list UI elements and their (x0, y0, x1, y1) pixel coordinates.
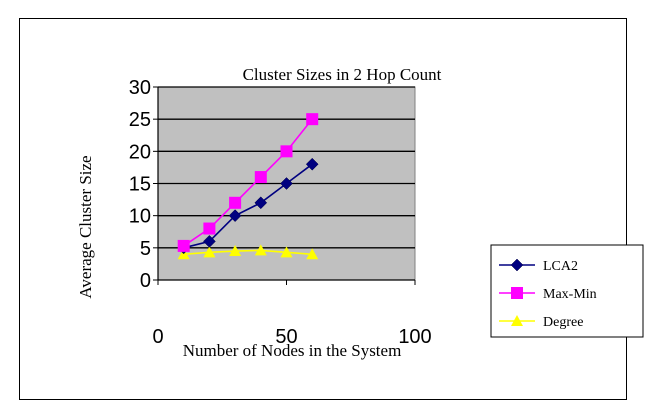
legend-item: LCA2 (499, 258, 578, 274)
data-point (280, 145, 293, 158)
data-point (203, 235, 216, 248)
y-tick-label: 15 (129, 174, 151, 196)
legend-label: LCA2 (543, 259, 578, 274)
legend-marker (510, 258, 524, 272)
y-tick-label: 30 (129, 77, 151, 99)
chart-title: Cluster Sizes in 2 Hop Count (243, 65, 442, 84)
series-line (183, 249, 313, 256)
data-point (254, 244, 267, 256)
data-point (229, 245, 242, 257)
legend-label: Max-Min (543, 287, 597, 302)
data-point (203, 222, 216, 235)
legend-marker (511, 287, 523, 299)
y-axis-label: Average Cluster Size (76, 155, 95, 298)
data-point (306, 113, 319, 126)
y-tick-label: 0 (140, 270, 151, 292)
data-point (280, 246, 293, 258)
x-tick-labels: 0 50 100 (152, 326, 431, 348)
data-point (228, 209, 242, 223)
legend-label: Degree (543, 315, 583, 330)
series-degree (177, 244, 319, 260)
y-tick-label: 25 (129, 109, 151, 131)
y-tick-labels: 0 5 10 15 20 25 30 (129, 77, 151, 292)
axes (153, 86, 416, 285)
series-layer (177, 113, 319, 260)
series-max-min (177, 113, 319, 252)
y-tick-label: 10 (129, 206, 151, 228)
data-point (203, 246, 216, 258)
x-tick-label: 50 (275, 326, 297, 348)
data-point (305, 157, 319, 171)
data-point (280, 177, 293, 190)
legend: LCA2 Max-Min Degree (490, 244, 644, 338)
legend-marker (511, 315, 523, 326)
data-point (229, 196, 242, 209)
data-point (177, 239, 190, 252)
legend-item: Degree (499, 315, 583, 330)
data-point (254, 196, 268, 210)
y-tick-label: 20 (129, 141, 151, 163)
x-axis-label: Number of Nodes in the System (183, 341, 402, 360)
data-point (306, 248, 319, 260)
y-tick-label: 5 (140, 238, 151, 260)
legend-item: Max-Min (499, 287, 597, 302)
x-tick-label: 100 (398, 326, 431, 348)
x-tick-label: 0 (152, 326, 163, 348)
data-point (254, 171, 267, 184)
